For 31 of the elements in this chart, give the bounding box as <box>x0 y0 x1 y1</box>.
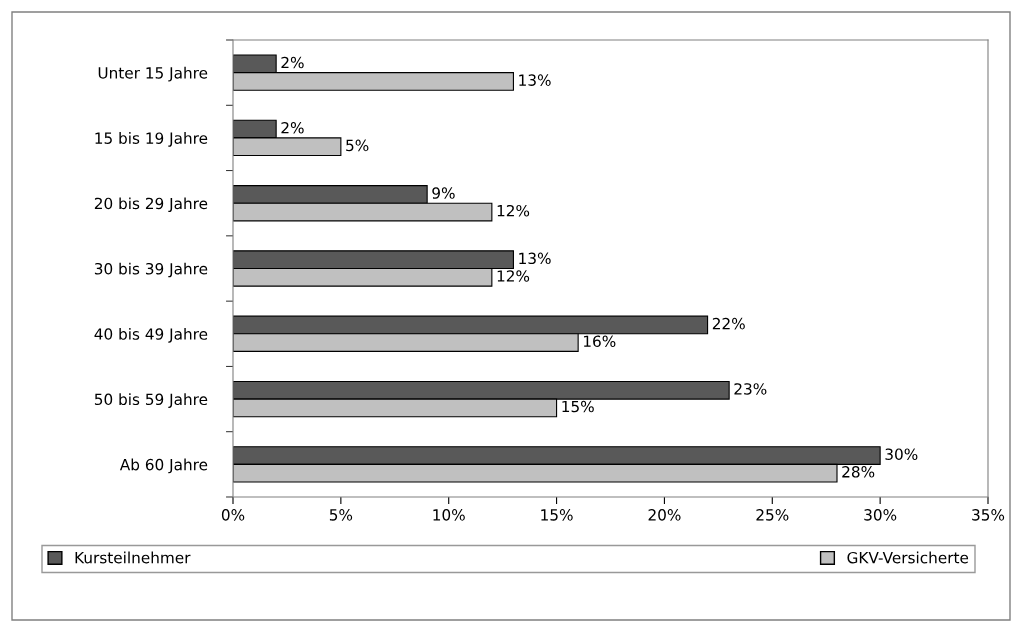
data-label: 2% <box>281 56 304 69</box>
y-tick-label: 20 bis 29 Jahre <box>94 197 208 213</box>
y-tick-label: Unter 15 Jahre <box>98 66 208 82</box>
data-label: 13% <box>519 252 551 265</box>
legend-label: GKV-Versicherte <box>847 551 969 564</box>
x-tick-label: 35% <box>972 509 1005 521</box>
y-tick-label: 30 bis 39 Jahre <box>94 262 208 278</box>
y-tick-label: 50 bis 59 Jahre <box>94 393 208 408</box>
x-tick-label: 20% <box>648 509 681 521</box>
x-tick-label: 25% <box>756 509 789 521</box>
data-label: 23% <box>734 383 767 395</box>
data-label: 15% <box>562 400 594 413</box>
y-tick-label: 15 bis 19 Jahre <box>95 132 208 147</box>
legend-label: Kursteilnehmer <box>75 551 191 564</box>
data-label: 12% <box>497 204 530 217</box>
x-tick-label: 0% <box>221 509 245 521</box>
data-label: 28% <box>842 466 875 478</box>
data-label: 22% <box>712 317 745 330</box>
x-tick-label: 30% <box>864 509 897 521</box>
x-tick-label: 5% <box>329 509 353 521</box>
x-tick-label: 10% <box>433 509 465 521</box>
data-label: 2% <box>281 121 304 134</box>
y-tick-label: Ab 60 Jahre <box>119 458 208 474</box>
data-label: 16% <box>583 335 616 348</box>
data-label: 12% <box>497 270 530 282</box>
x-tick-label: 15% <box>541 509 573 521</box>
data-label: 9% <box>432 187 455 199</box>
data-label: 5% <box>346 139 369 152</box>
y-tick-label: 40 bis 49 Jahre <box>94 327 208 343</box>
data-label: 13% <box>519 74 551 86</box>
data-label: 30% <box>885 448 918 460</box>
